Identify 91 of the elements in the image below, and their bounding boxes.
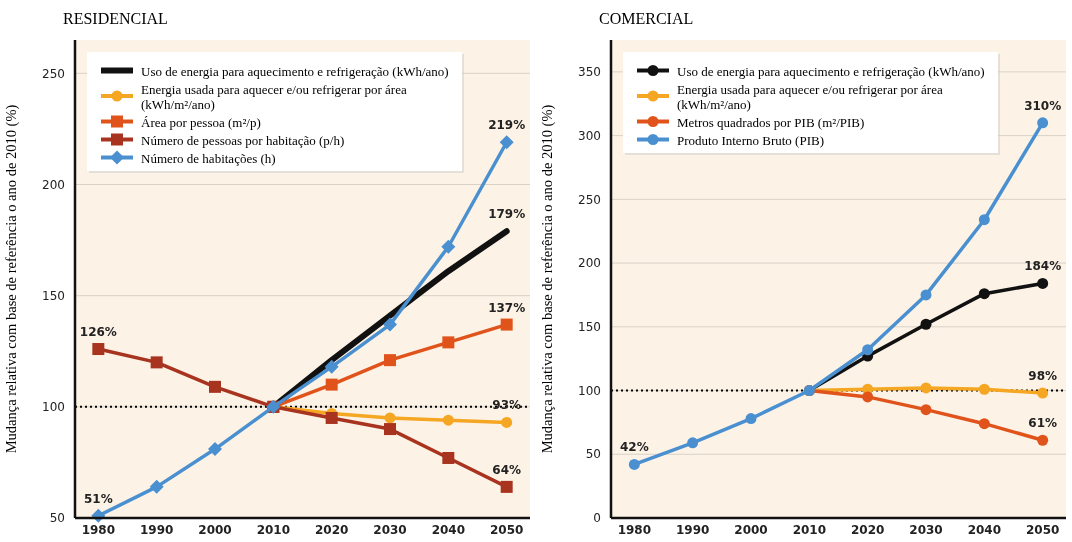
point — [920, 318, 932, 330]
data-label: 42% — [619, 440, 649, 455]
data-label: 219% — [488, 118, 526, 133]
legend-label: Uso de energia para aquecimento e refrigeração (kWh/ano) — [141, 64, 449, 79]
point — [384, 423, 396, 436]
y-tick-label: 200 — [578, 256, 601, 271]
point — [324, 359, 339, 374]
y-tick-label: 350 — [578, 65, 601, 80]
legend-label: Uso de energia para aquecimento e refrigeração (kWh/ano) — [677, 64, 985, 79]
chart-title: RESIDENCIAL — [63, 10, 168, 27]
point — [1037, 117, 1049, 129]
y-tick-label: 150 — [42, 288, 65, 303]
point — [383, 317, 397, 332]
data-label: 61% — [1028, 416, 1058, 431]
chart-title: COMERCIAL — [599, 10, 694, 27]
point — [499, 135, 514, 150]
point — [920, 382, 932, 394]
point — [209, 380, 221, 393]
x-tick-label: 2020 — [314, 523, 349, 537]
point — [384, 412, 396, 424]
point — [149, 479, 164, 494]
point — [687, 437, 699, 449]
x-tick-label: 2000 — [734, 523, 768, 537]
y-tick-label: 100 — [42, 400, 65, 415]
data-label: 137% — [488, 300, 526, 315]
data-label: 51% — [83, 491, 113, 506]
point — [441, 239, 456, 254]
x-tick-label: 1980 — [81, 523, 116, 537]
y-tick-label: 100 — [578, 383, 601, 398]
legend-label: Número de pessoas por habitação (p/h) — [141, 133, 345, 148]
legend-label: Área por pessoa (m²/p) — [141, 115, 261, 130]
x-tick-label: 2040 — [431, 523, 466, 537]
y-tick-label: 300 — [578, 128, 601, 143]
point — [978, 383, 990, 395]
y-tick-label: 250 — [578, 192, 601, 207]
legend-label: Metros quadrados por PIB (m²/PIB) — [677, 115, 865, 130]
y-axis-title: Mudança relativa com base de referência o ano de 2010 (%) — [539, 104, 556, 454]
x-tick-label: 2010 — [792, 523, 827, 537]
point — [1037, 277, 1049, 289]
x-tick-label: 1990 — [139, 523, 174, 537]
x-tick-label: 2050 — [489, 523, 524, 537]
point — [628, 458, 640, 470]
data-label: 93% — [492, 398, 522, 413]
point — [862, 391, 874, 403]
point — [978, 418, 990, 430]
y-tick-label: 150 — [578, 320, 601, 334]
x-tick-label: 2030 — [909, 523, 943, 537]
x-tick-label: 2010 — [256, 523, 291, 537]
point — [442, 414, 454, 426]
point — [501, 416, 513, 428]
x-tick-label: 2020 — [850, 523, 885, 537]
point — [978, 288, 990, 300]
point — [208, 442, 222, 457]
legend-label: Número de habitações (h) — [141, 151, 276, 166]
x-tick-label: 1990 — [675, 523, 710, 537]
point — [745, 413, 757, 425]
data-label: 179% — [488, 207, 526, 222]
point — [325, 411, 338, 424]
point — [384, 354, 396, 367]
point — [92, 343, 105, 356]
point — [500, 318, 513, 331]
data-label: 64% — [492, 462, 522, 477]
point — [150, 356, 163, 369]
point — [325, 378, 338, 391]
point — [442, 336, 455, 349]
point — [978, 214, 990, 226]
y-tick-label: 50 — [585, 447, 601, 462]
y-axis-title: Mudança relativa com base de referência o ano de 2010 (%) — [3, 104, 20, 454]
y-tick-label: 50 — [49, 511, 65, 526]
point — [920, 404, 932, 416]
point — [1037, 434, 1049, 446]
point — [500, 480, 513, 493]
x-tick-label: 2000 — [198, 523, 232, 537]
y-tick-label: 200 — [42, 177, 65, 192]
data-label: 98% — [1028, 369, 1058, 384]
point — [862, 344, 874, 356]
x-tick-label: 2030 — [373, 523, 407, 537]
point — [920, 289, 932, 301]
x-tick-label: 2040 — [967, 523, 1002, 537]
y-tick-label: 0 — [593, 511, 601, 526]
data-label: 126% — [79, 325, 117, 340]
legend-label: Energia usada para aquecer e/ou refrigerar por área (kWh/m²/ano) — [141, 82, 407, 112]
x-tick-label: 1980 — [617, 523, 652, 537]
y-tick-label: 250 — [42, 66, 65, 81]
point — [442, 451, 455, 464]
point — [1037, 387, 1049, 399]
data-label: 184% — [1024, 259, 1062, 274]
legend-label: Energia usada para aquecer e/ou refrigerar por área (kWh/m²/ano) — [677, 82, 943, 112]
x-tick-label: 2050 — [1025, 523, 1060, 537]
legend-label: Produto Interno Bruto (PIB) — [677, 133, 824, 148]
data-label: 310% — [1024, 98, 1062, 113]
